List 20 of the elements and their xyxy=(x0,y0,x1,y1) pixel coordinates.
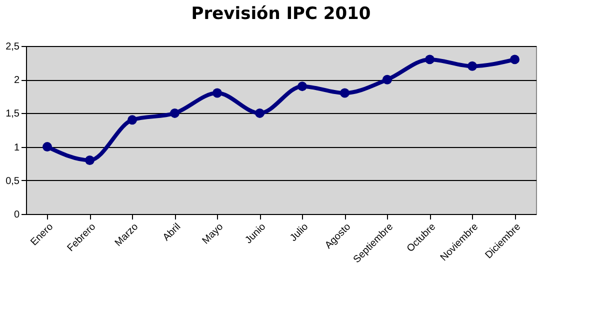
point xyxy=(510,54,520,64)
y-tick-label: 2,5 xyxy=(6,42,20,52)
point xyxy=(255,108,264,118)
point xyxy=(340,88,350,98)
point xyxy=(212,88,222,98)
point xyxy=(425,54,434,64)
point xyxy=(170,108,180,118)
y-tick-label: 1 xyxy=(14,142,20,154)
y-tick-label: 0,5 xyxy=(6,176,20,187)
point xyxy=(42,142,52,152)
y-tick-label: 0 xyxy=(14,210,20,220)
point xyxy=(468,61,477,71)
y-tick-label: 1,5 xyxy=(6,108,20,120)
point xyxy=(382,74,392,84)
y-tick-label: 2 xyxy=(14,75,20,86)
point xyxy=(298,82,307,92)
chart-title: Previsión IPC 2010 xyxy=(191,4,371,24)
x-tick-label: Julio xyxy=(288,221,311,244)
point xyxy=(85,156,94,165)
point xyxy=(128,115,137,125)
